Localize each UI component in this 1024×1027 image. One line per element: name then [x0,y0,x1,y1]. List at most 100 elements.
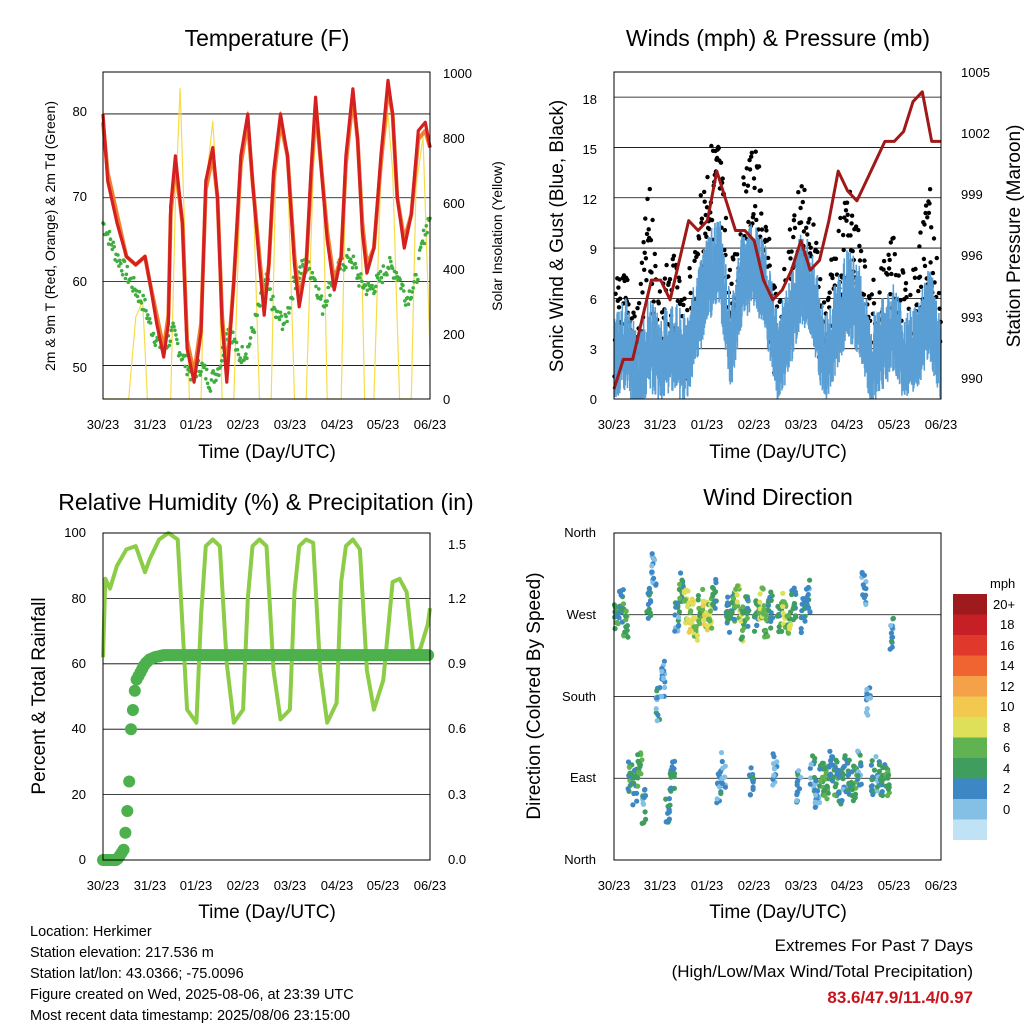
dewpoint-point [398,277,402,282]
humidity-line [101,531,432,725]
winds-y2-ticks: 990 993 996 999 1002 1005 [961,65,990,386]
humidity-x-ticks: 30/23 31/23 01/23 02/23 03/23 04/23 05/2… [87,878,447,893]
direction-point [768,610,774,616]
direction-point [625,759,632,765]
gust-point [881,258,887,264]
dewpoint-point [235,347,240,352]
direction-point [695,597,701,603]
direction-point [786,612,792,619]
winds-y-ticks: 0 3 6 9 12 15 18 [583,92,597,407]
gust-point [888,240,893,245]
precip-point [422,649,435,662]
gust-point [931,236,937,241]
dewpoint-point [407,289,412,293]
humidity-y-ticks: 0 20 40 60 80 100 [64,525,86,867]
dewpoint-point [287,311,291,315]
dewpoint-point [290,297,295,301]
legend-label: 2 [1003,781,1010,796]
gust-point [861,292,867,297]
gust-point [867,296,872,301]
winds-x-tick: 04/23 [831,417,864,432]
dewpoint-point [258,304,262,308]
gust-point [923,203,929,208]
gust-point [752,185,757,191]
gust-point [805,232,810,237]
direction-point [750,775,756,781]
gust-point [759,211,764,216]
dewpoint-point [371,287,375,291]
dewpoint-point [356,273,360,277]
gust-point [723,215,729,221]
humidity-x-label: Time (Day/UTC) [198,902,336,923]
dewpoint-point [424,224,429,228]
direction-point [808,761,814,768]
direction-point [833,757,839,763]
insolation-line [103,87,431,400]
gust-point [753,204,758,209]
direction-point [635,775,641,781]
direction-point [715,771,721,777]
gust-point [778,298,783,303]
dewpoint-point [117,264,121,268]
dewpoint-point [364,292,369,297]
gust-point [791,218,797,223]
direction-point [770,776,776,782]
direction-point [855,773,861,779]
gust-point [651,299,656,304]
direction-point [836,790,842,796]
gust-point [643,256,649,261]
direction-point [645,601,652,608]
dewpoint-point [357,284,361,288]
dewpoint-point [148,321,153,325]
direction-point [832,792,838,798]
dewpoint-point [169,328,173,333]
direction-point [718,750,725,756]
dewpoint-point [219,359,224,363]
dewpoint-point [278,310,283,315]
direction-point [724,608,730,615]
direction-point [718,790,724,797]
dewpoint-point [374,284,378,289]
humidity-y2-tick: 0.3 [448,787,466,802]
dewpoint-point [373,289,377,294]
legend-label: 16 [1000,638,1014,653]
dewpoint-point [135,294,140,299]
direction-point [889,644,895,650]
dewpoint-point [310,270,315,275]
dewpoint-point [153,343,158,348]
direction-point [738,618,744,624]
direction-point [668,774,674,780]
dewpoint-point [232,337,237,342]
winds-y2-tick: 1002 [961,126,990,141]
direction-point [747,792,754,798]
temperature-plot-frame [102,71,431,400]
temperature-x-tick: 06/23 [414,417,447,432]
direction-point [874,784,881,790]
dewpoint-point [208,389,213,393]
dewpoint-point [217,373,221,378]
temperature-y2-tick: 400 [443,262,465,277]
direction-point [765,599,771,606]
gust-point [843,208,849,213]
gust-point [747,167,753,172]
wind-direction-y-ticks: North East South West North [562,525,596,867]
gust-point [729,281,734,286]
dewpoint-point [298,265,302,269]
dewpoint-point [118,258,122,263]
direction-point [655,694,661,701]
gust-point [671,253,677,258]
dewpoint-point [342,268,346,272]
dewpoint-point [385,273,389,277]
gust-point [844,200,850,205]
temperature-y2-tick: 0 [443,392,450,407]
direction-point [649,551,655,557]
gust-point [763,224,768,230]
dewpoint-point [425,230,430,235]
wind-direction-y-tick: North [564,852,596,867]
dewpoint-point [180,357,185,361]
dewpoint-point [144,308,148,313]
gust-point [644,231,650,237]
direction-point [694,637,701,643]
direction-point [669,764,675,770]
gust-point [862,264,868,269]
